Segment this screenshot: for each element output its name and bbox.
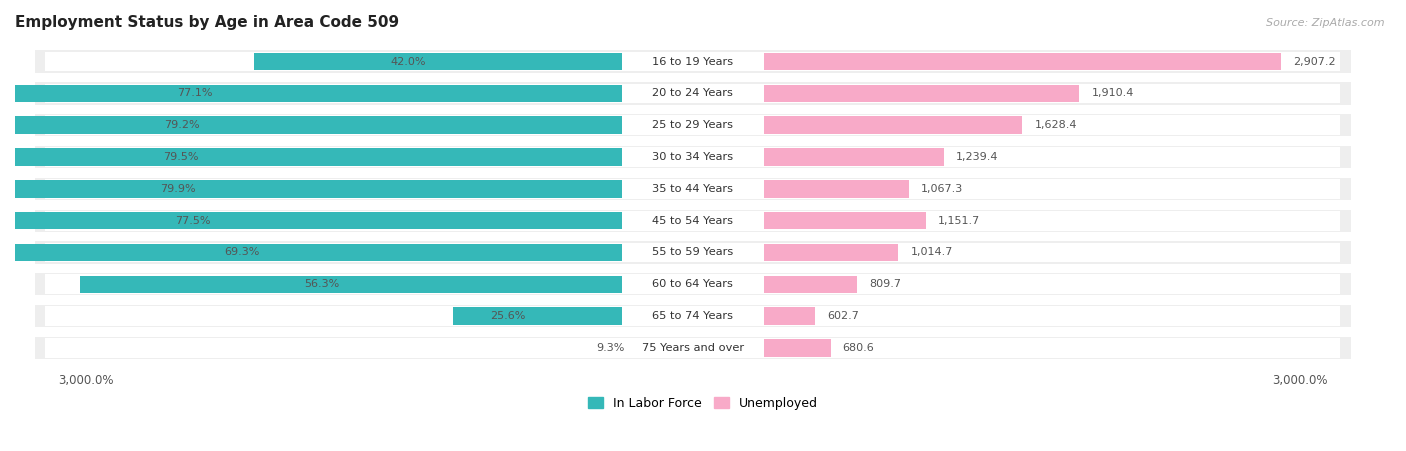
Bar [222, 212, 621, 230]
Text: 1,067.3: 1,067.3 [921, 184, 963, 194]
Text: 1,628.4: 1,628.4 [1035, 120, 1077, 130]
Text: 1,151.7: 1,151.7 [938, 216, 980, 226]
Bar [45, 115, 1340, 135]
Bar [763, 148, 943, 166]
Bar [763, 276, 856, 293]
Text: 30 to 34 Years: 30 to 34 Years [652, 152, 734, 162]
Text: 45 to 54 Years: 45 to 54 Years [652, 216, 734, 226]
Text: 20 to 24 Years: 20 to 24 Years [652, 88, 734, 98]
Bar [453, 308, 537, 325]
Text: 25 to 29 Years: 25 to 29 Years [652, 120, 734, 130]
Bar [45, 243, 1340, 262]
Bar [273, 244, 621, 261]
Bar [763, 85, 1080, 102]
Bar [253, 53, 437, 70]
Bar [763, 53, 1281, 70]
Text: Employment Status by Age in Area Code 509: Employment Status by Age in Area Code 50… [15, 15, 399, 30]
Text: 1,014.7: 1,014.7 [910, 248, 953, 258]
Bar [35, 210, 1351, 232]
Bar [0, 148, 211, 166]
Bar [35, 82, 1351, 105]
Text: 60 to 64 Years: 60 to 64 Years [652, 279, 734, 290]
Bar [352, 276, 621, 293]
Bar [45, 338, 1340, 358]
Text: 25.6%: 25.6% [489, 311, 526, 321]
Legend: In Labor Force, Unemployed: In Labor Force, Unemployed [583, 392, 823, 415]
Bar [0, 85, 225, 102]
Bar [0, 180, 208, 198]
Bar [763, 308, 815, 325]
Text: 35 to 44 Years: 35 to 44 Years [652, 184, 734, 194]
Bar [0, 116, 212, 134]
Bar [45, 147, 1340, 167]
Bar [35, 114, 1351, 136]
Text: 77.5%: 77.5% [174, 216, 211, 226]
Bar [763, 212, 927, 230]
Bar [35, 241, 1351, 264]
Text: Source: ZipAtlas.com: Source: ZipAtlas.com [1267, 18, 1385, 28]
Text: 65 to 74 Years: 65 to 74 Years [652, 311, 734, 321]
Bar [0, 244, 273, 261]
Bar [45, 52, 1340, 71]
Text: 809.7: 809.7 [869, 279, 901, 290]
Bar [225, 85, 621, 102]
Text: 77.1%: 77.1% [177, 88, 212, 98]
Text: 75 Years and over: 75 Years and over [641, 343, 744, 353]
Bar [212, 116, 621, 134]
Text: 1,239.4: 1,239.4 [956, 152, 998, 162]
Bar [35, 305, 1351, 327]
Bar [763, 339, 831, 357]
Bar [35, 273, 1351, 295]
Bar [45, 211, 1340, 230]
Text: 16 to 19 Years: 16 to 19 Years [652, 56, 734, 67]
Bar [763, 180, 908, 198]
Text: 42.0%: 42.0% [391, 56, 426, 67]
Text: 680.6: 680.6 [842, 343, 875, 353]
Bar [208, 180, 621, 198]
Text: 1,910.4: 1,910.4 [1091, 88, 1135, 98]
Bar [537, 308, 621, 325]
Text: 9.3%: 9.3% [596, 343, 624, 353]
Text: 79.9%: 79.9% [160, 184, 195, 194]
Text: 602.7: 602.7 [827, 311, 859, 321]
Bar [763, 244, 898, 261]
Bar [35, 146, 1351, 168]
Text: 56.3%: 56.3% [304, 279, 339, 290]
Bar [80, 276, 352, 293]
Bar [0, 212, 222, 230]
Bar [45, 83, 1340, 103]
Text: 55 to 59 Years: 55 to 59 Years [652, 248, 734, 258]
Bar [763, 116, 1022, 134]
Bar [437, 53, 621, 70]
Bar [35, 337, 1351, 359]
Text: 79.2%: 79.2% [165, 120, 200, 130]
Text: 79.5%: 79.5% [163, 152, 198, 162]
Bar [35, 51, 1351, 73]
Bar [35, 178, 1351, 200]
Bar [45, 275, 1340, 294]
Text: 69.3%: 69.3% [225, 248, 260, 258]
Bar [211, 148, 621, 166]
Bar [45, 306, 1340, 326]
Text: 2,907.2: 2,907.2 [1294, 56, 1336, 67]
Bar [45, 179, 1340, 199]
